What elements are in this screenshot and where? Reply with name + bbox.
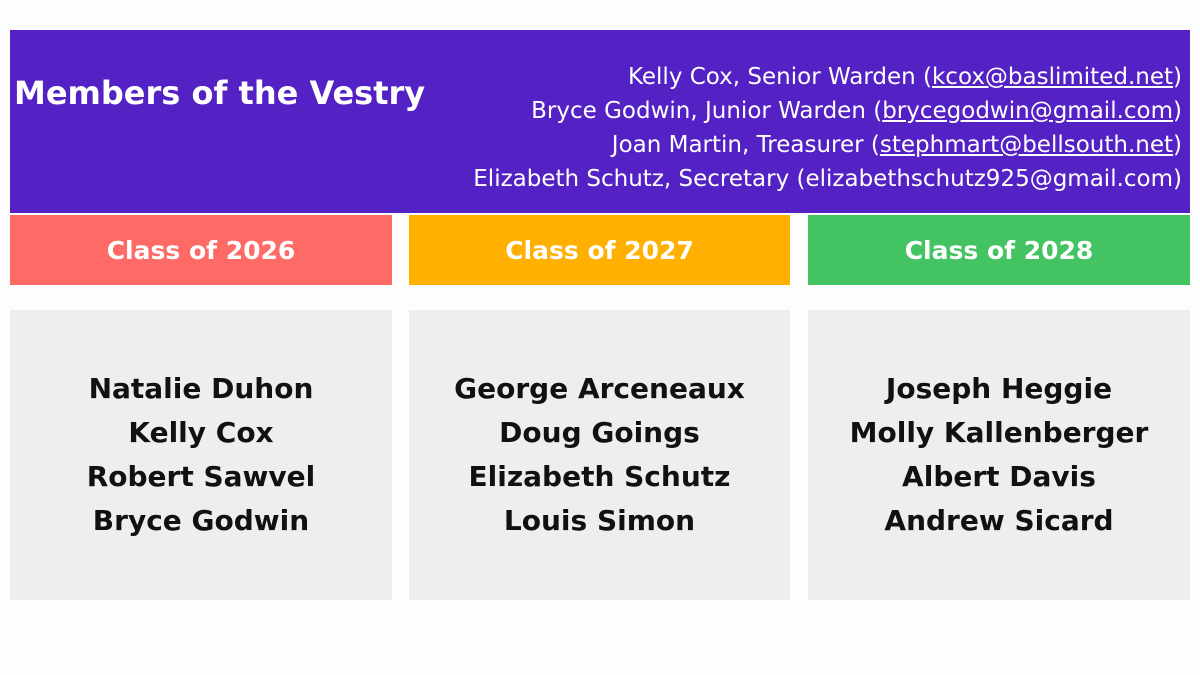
member-name: George Arceneaux [454, 372, 745, 405]
member-name: Molly Kallenberger [849, 416, 1149, 449]
class-header: Class of 2027 [409, 215, 790, 285]
officer-line: Joan Martin, Treasurer (stephmart@bellso… [473, 128, 1182, 162]
officer-suffix: ) [1173, 132, 1182, 158]
officer-name-role: Joan Martin, Treasurer ( [611, 132, 880, 158]
officer-name-role: Bryce Godwin, Junior Warden ( [531, 98, 883, 124]
officer-suffix: ) [1173, 98, 1182, 124]
officer-name-role: Elizabeth Schutz, Secretary ( [473, 166, 806, 192]
officer-line: Elizabeth Schutz, Secretary (elizabethsc… [473, 162, 1182, 196]
officer-email[interactable]: brycegodwin@gmail.com [882, 98, 1174, 124]
member-name: Elizabeth Schutz [468, 460, 731, 493]
class-header: Class of 2026 [10, 215, 392, 285]
member-name: Natalie Duhon [88, 372, 314, 405]
officer-email[interactable]: kcox@baslimited.net [931, 64, 1174, 90]
officer-suffix: ) [1173, 166, 1182, 192]
member-name: Robert Sawvel [86, 460, 316, 493]
member-box: Joseph Heggie Molly Kallenberger Albert Da… [808, 310, 1190, 600]
officer-email[interactable]: stephmart@bellsouth.net [879, 132, 1174, 158]
member-name: Bryce Godwin [92, 504, 310, 537]
member-box: Natalie Duhon Kelly Cox Robert Sawvel Bryce… [10, 310, 392, 600]
officer-suffix: ) [1173, 64, 1182, 90]
member-name: Joseph Heggie [885, 372, 1113, 405]
member-box: George Arceneaux Doug Goings Elizabeth Sch… [409, 310, 790, 600]
title: Members of the Vestry [14, 74, 426, 112]
member-name: Louis Simon [503, 504, 696, 537]
officer-email: elizabethschutz925@gmail.com [805, 166, 1174, 192]
member-name: Kelly Cox [128, 416, 274, 449]
officer-line: Kelly Cox, Senior Warden (kcox@baslimite… [473, 60, 1182, 94]
class-header: Class of 2028 [808, 215, 1190, 285]
officer-line: Bryce Godwin, Junior Warden (brycegodwin… [473, 94, 1182, 128]
member-name: Andrew Sicard [884, 504, 1114, 537]
officer-list: Kelly Cox, Senior Warden (kcox@baslimite… [473, 60, 1182, 196]
header-banner: Members of the Vestry Kelly Cox, Senior … [10, 30, 1190, 213]
officer-name-role: Kelly Cox, Senior Warden ( [627, 64, 932, 90]
member-name: Albert Davis [902, 460, 1096, 493]
member-name: Doug Goings [499, 416, 700, 449]
